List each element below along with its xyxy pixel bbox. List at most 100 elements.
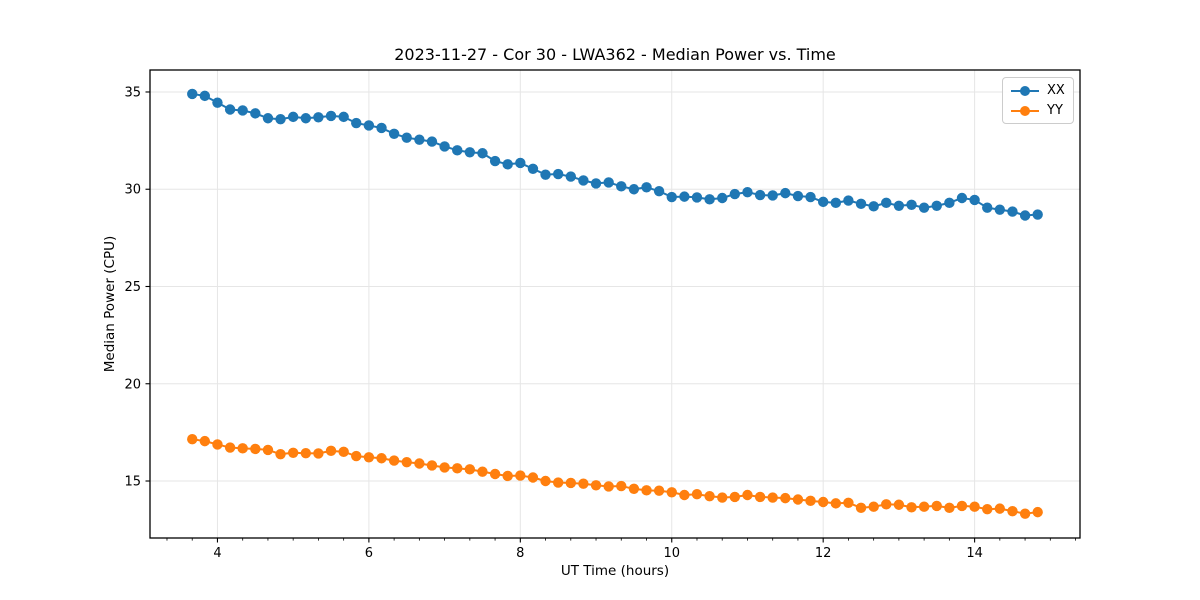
data-point-xx <box>1032 209 1043 220</box>
data-point-xx <box>527 163 539 175</box>
data-point-yy <box>439 462 450 473</box>
data-point-yy <box>918 501 930 512</box>
data-point-yy <box>275 448 286 460</box>
data-point-xx <box>982 202 993 213</box>
data-point-xx <box>477 148 488 159</box>
data-point-xx <box>679 191 690 202</box>
data-point-yy <box>338 446 349 458</box>
axes-spines <box>149 69 1081 539</box>
data-point-xx <box>578 175 589 186</box>
data-point-xx <box>956 192 968 204</box>
data-point-xx <box>401 132 412 143</box>
data-point-yy <box>489 468 501 480</box>
data-point-yy <box>817 496 829 508</box>
legend-label-xx: XX <box>1047 83 1065 98</box>
chart-title: 2023-11-27 - Cor 30 - LWA362 - Median Po… <box>394 45 836 64</box>
data-point-yy <box>590 480 602 491</box>
data-point-yy <box>767 492 778 503</box>
y-tick-label: 30 <box>124 183 141 198</box>
data-point-xx <box>540 169 551 180</box>
data-point-xx <box>944 197 955 209</box>
data-point-yy <box>982 504 993 515</box>
data-point-yy <box>603 481 614 492</box>
data-point-xx <box>376 122 387 134</box>
data-point-yy <box>515 470 526 481</box>
data-point-xx <box>426 136 438 147</box>
data-point-xx <box>590 178 602 189</box>
legend-item-yy: YY <box>1010 102 1065 119</box>
data-point-yy <box>477 466 488 477</box>
data-point-xx <box>212 97 223 108</box>
data-point-xx <box>489 155 501 167</box>
data-point-yy <box>792 494 804 505</box>
data-point-xx <box>868 201 879 212</box>
data-point-yy <box>944 502 955 514</box>
data-point-yy <box>300 447 312 459</box>
data-point-yy <box>1019 508 1031 519</box>
data-point-xx <box>1019 210 1031 221</box>
data-point-yy <box>1032 506 1043 518</box>
data-point-yy <box>313 448 324 459</box>
data-point-yy <box>224 442 236 453</box>
data-point-yy <box>401 456 412 468</box>
data-point-xx <box>830 197 842 209</box>
data-point-yy <box>262 444 274 456</box>
data-point-xx <box>552 168 564 180</box>
data-point-xx <box>931 200 942 211</box>
data-point-yy <box>376 453 387 464</box>
data-point-xx <box>224 104 236 115</box>
legend-item-xx: XX <box>1010 82 1065 99</box>
data-point-xx <box>351 117 362 129</box>
data-point-xx <box>918 202 930 213</box>
data-point-xx <box>780 187 791 199</box>
data-point-xx <box>805 191 816 203</box>
data-point-xx <box>704 194 715 205</box>
data-point-xx <box>729 188 741 200</box>
data-point-xx <box>855 198 867 210</box>
data-point-yy <box>351 450 362 462</box>
data-point-yy <box>868 501 879 512</box>
x-axis-label: UT Time (hours) <box>560 563 670 579</box>
data-point-yy <box>212 439 223 450</box>
data-point-yy <box>363 452 375 463</box>
data-point-yy <box>906 502 917 513</box>
data-point-yy <box>931 500 942 512</box>
y-tick-label: 15 <box>124 475 141 490</box>
data-point-xx <box>906 199 917 210</box>
data-point-yy <box>956 500 968 512</box>
data-point-yy <box>843 497 854 508</box>
data-point-xx <box>338 111 349 123</box>
legend-marker-xx-icon <box>1011 85 1039 96</box>
data-point-xx <box>275 114 286 125</box>
data-point-xx <box>464 147 476 158</box>
data-point-xx <box>653 185 665 197</box>
data-point-xx <box>817 196 829 208</box>
y-tick-label: 35 <box>124 85 141 100</box>
data-point-yy <box>414 458 425 469</box>
data-point-yy <box>616 480 627 492</box>
data-point-xx <box>325 110 337 122</box>
data-point-xx <box>641 182 652 193</box>
data-point-yy <box>502 470 513 482</box>
data-point-xx <box>994 204 1006 215</box>
data-point-xx <box>313 112 324 123</box>
data-point-yy <box>578 478 589 489</box>
data-point-yy <box>464 464 476 475</box>
data-point-xx <box>287 111 299 123</box>
data-point-yy <box>552 477 564 488</box>
data-point-xx <box>691 192 703 203</box>
data-point-xx <box>666 191 677 203</box>
data-point-yy <box>199 435 211 447</box>
data-point-xx <box>439 141 450 152</box>
x-tick-label: 6 <box>365 546 373 561</box>
data-point-xx <box>969 194 980 206</box>
data-point-xx <box>363 120 375 131</box>
data-point-xx <box>515 157 526 169</box>
data-point-xx <box>717 192 728 204</box>
x-tick-label: 12 <box>815 546 832 561</box>
data-point-yy <box>754 491 766 503</box>
data-point-xx <box>767 190 778 201</box>
data-point-yy <box>426 460 438 471</box>
data-point-xx <box>237 105 248 116</box>
x-tick-label: 10 <box>663 546 680 561</box>
